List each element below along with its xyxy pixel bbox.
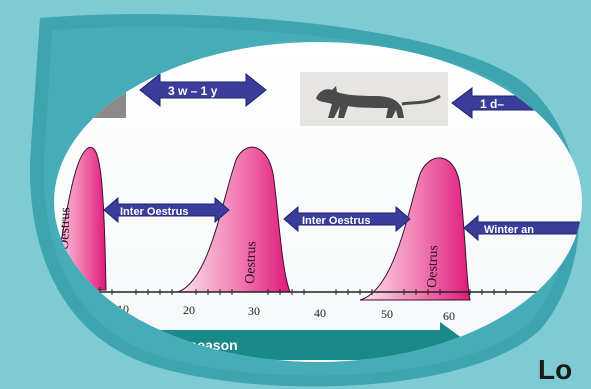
inter-oestrus-label-1: Inter Oestrus [120, 206, 188, 218]
tick-label-60: 60 [443, 309, 455, 323]
oestrus-peak-2 [177, 146, 291, 293]
peak-label-2: Oestrus [243, 241, 259, 284]
corner-label: Lo [538, 354, 573, 385]
duration-label-left: 3 w – 1 y [168, 84, 218, 98]
peak-label-3: Oestrus [425, 245, 441, 288]
tick-label-50: 50 [381, 307, 393, 321]
oestrus-peak-3 [359, 157, 471, 301]
inter-oestrus-label-2: Inter Oestrus [302, 215, 370, 227]
inter-oestrus-arrow-1 [103, 196, 230, 224]
duration-label-right: 1 d– [480, 97, 504, 111]
tick-label-30: 30 [248, 304, 260, 318]
cat-photo [300, 72, 448, 126]
winter-label: Winter an [484, 224, 534, 236]
tick-label-40: 40 [314, 306, 326, 320]
tick-label-20: 20 [183, 303, 195, 317]
axis-minor-ticks [99, 287, 507, 297]
inter-oestrus-arrow-2 [283, 205, 411, 233]
duration-arrow-left [139, 72, 267, 108]
